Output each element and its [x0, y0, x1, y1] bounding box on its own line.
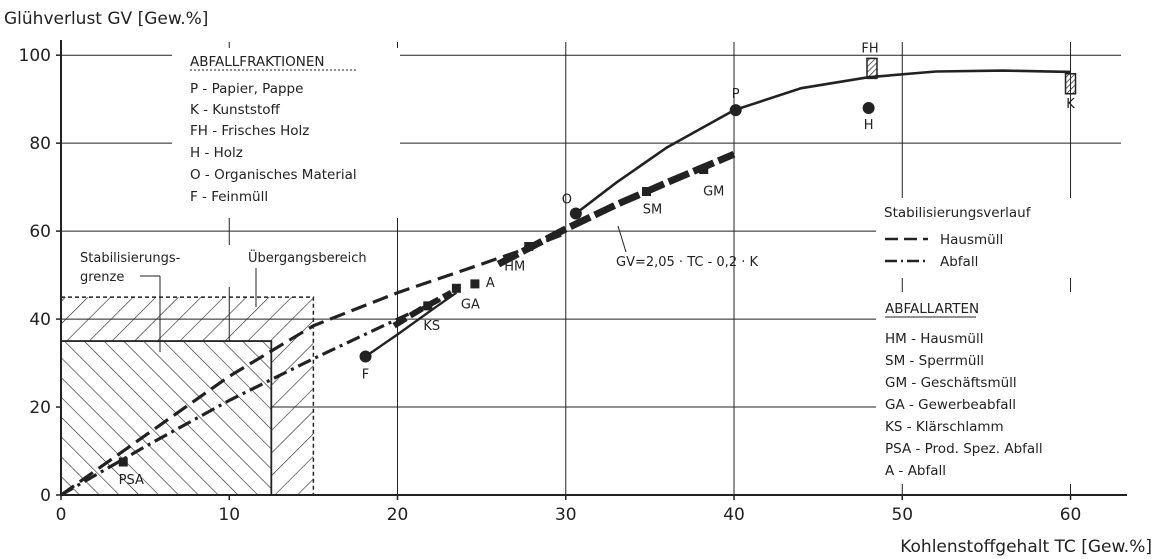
abfallarten-item-ks: KS - Klärschlamm	[885, 419, 1004, 435]
y-tick-label-3: 60	[29, 222, 51, 242]
point-f	[359, 350, 372, 363]
fraktionen-item-o: O - Organisches Material	[190, 167, 357, 183]
y-tick-label-2: 40	[29, 310, 51, 330]
point-label-hm: HM	[504, 260, 525, 275]
uebergang-label: Übergangsbereich	[248, 249, 367, 266]
point-label-sm: SM	[643, 203, 662, 218]
series-line-abfall	[60, 293, 452, 497]
abfallarten-item-sm: SM - Sperrmüll	[885, 353, 984, 369]
x-tick-label-2: 20	[387, 505, 409, 525]
hausmuell-band	[496, 150, 736, 268]
point-o	[569, 207, 582, 220]
abfallarten-item-gm: GM - Geschäftsmüll	[885, 375, 1017, 391]
stab-grenze-label-2: grenze	[80, 270, 124, 285]
point-label-f: F	[362, 367, 369, 382]
point-label-o: O	[562, 193, 572, 208]
x-tick-label-1: 10	[218, 505, 240, 525]
point-fh	[866, 57, 878, 80]
stab-grenze-region	[60, 340, 273, 496]
verlauf-legend: Stabilisierungsverlauf Hausmüll Abfall	[876, 198, 1128, 278]
point-label-ga: GA	[461, 297, 480, 312]
y-tick-label-5: 100	[19, 46, 51, 66]
x-tick-label-4: 40	[723, 505, 745, 525]
region-annotations: Stabilisierungs- grenze Übergangsbereich…	[76, 225, 758, 352]
fraktionen-curve	[575, 69, 1071, 215]
fraktionen-legend-title: ABFALLFRAKTIONEN	[190, 54, 325, 70]
fraktionen-item-p: P - Papier, Pappe	[190, 81, 303, 97]
y-tick-label-4: 80	[29, 134, 51, 154]
point-label-h: H	[864, 118, 874, 133]
formula-label: GV=2,05 · TC - 0,2 · K	[616, 255, 758, 270]
x-tick-label-6: 60	[1060, 505, 1082, 525]
y-tick-label-1: 20	[29, 398, 51, 418]
abfallarten-legend-title: ABFALLARTEN	[885, 301, 979, 317]
verlauf-item-abfall: Abfall	[940, 254, 978, 270]
feinmuell-line	[364, 291, 458, 358]
klaerschlamm-band	[392, 290, 453, 329]
y-axis-label: Glühverlust GV [Gew.%]	[4, 9, 208, 29]
point-h	[862, 101, 875, 114]
point-label-psa: PSA	[119, 473, 144, 488]
point-label-fh: FH	[861, 41, 878, 56]
point-sm	[642, 187, 652, 197]
axes: 0 10 20 30 40 50 60 0 20 40 60 80 100	[19, 40, 1127, 525]
point-p	[729, 104, 742, 117]
x-tick-label-5: 50	[891, 505, 913, 525]
series-line-hausmll	[60, 231, 567, 497]
fraktionen-item-fh: FH - Frisches Holz	[190, 123, 309, 139]
point-label-ks: KS	[423, 319, 440, 334]
abfallarten-item-a: A - Abfall	[885, 463, 946, 479]
x-tick-label-3: 30	[555, 505, 577, 525]
fraktionen-item-k: K - Kunststoff	[190, 102, 281, 118]
verlauf-item-hausmuell: Hausmüll	[940, 232, 1003, 248]
point-label-gm: GM	[703, 185, 724, 200]
point-gm	[699, 165, 709, 175]
point-ks	[423, 301, 433, 311]
y-tick-label-0: 0	[40, 486, 51, 506]
fraktionen-item-f: F - Feinmüll	[190, 189, 268, 205]
point-label-a: A	[486, 276, 495, 291]
abfallarten-legend: ABFALLARTEN HM - Hausmüll SM - Sperrmüll…	[876, 292, 1136, 484]
point-psa	[118, 457, 128, 467]
point-hm	[524, 242, 534, 252]
abfallarten-item-psa: PSA - Prod. Spez. Abfall	[885, 441, 1043, 457]
point-label-p: P	[732, 87, 740, 102]
abfallarten-item-ga: GA - Gewerbeabfall	[885, 397, 1016, 413]
x-axis-label: Kohlenstoffgehalt TC [Gew.%]	[900, 537, 1152, 557]
points: P H O F FH K HM SM GM GA KS PSA A	[118, 41, 1077, 488]
stab-grenze-label-1: Stabilisierungs-	[80, 251, 181, 266]
point-k	[1064, 73, 1077, 95]
x-tick-label-0: 0	[56, 505, 67, 525]
fraktionen-item-h: H - Holz	[190, 145, 243, 161]
stabilisierung-regions	[60, 296, 315, 496]
verlauf-legend-title: Stabilisierungsverlauf	[884, 205, 1032, 221]
point-label-k: K	[1066, 97, 1075, 112]
abfallarten-item-hm: HM - Hausmüll	[885, 331, 983, 347]
fraktionen-legend: ABFALLFRAKTIONEN P - Papier, Pappe K - K…	[172, 48, 400, 218]
point-a	[470, 279, 480, 289]
point-ga	[451, 283, 461, 293]
